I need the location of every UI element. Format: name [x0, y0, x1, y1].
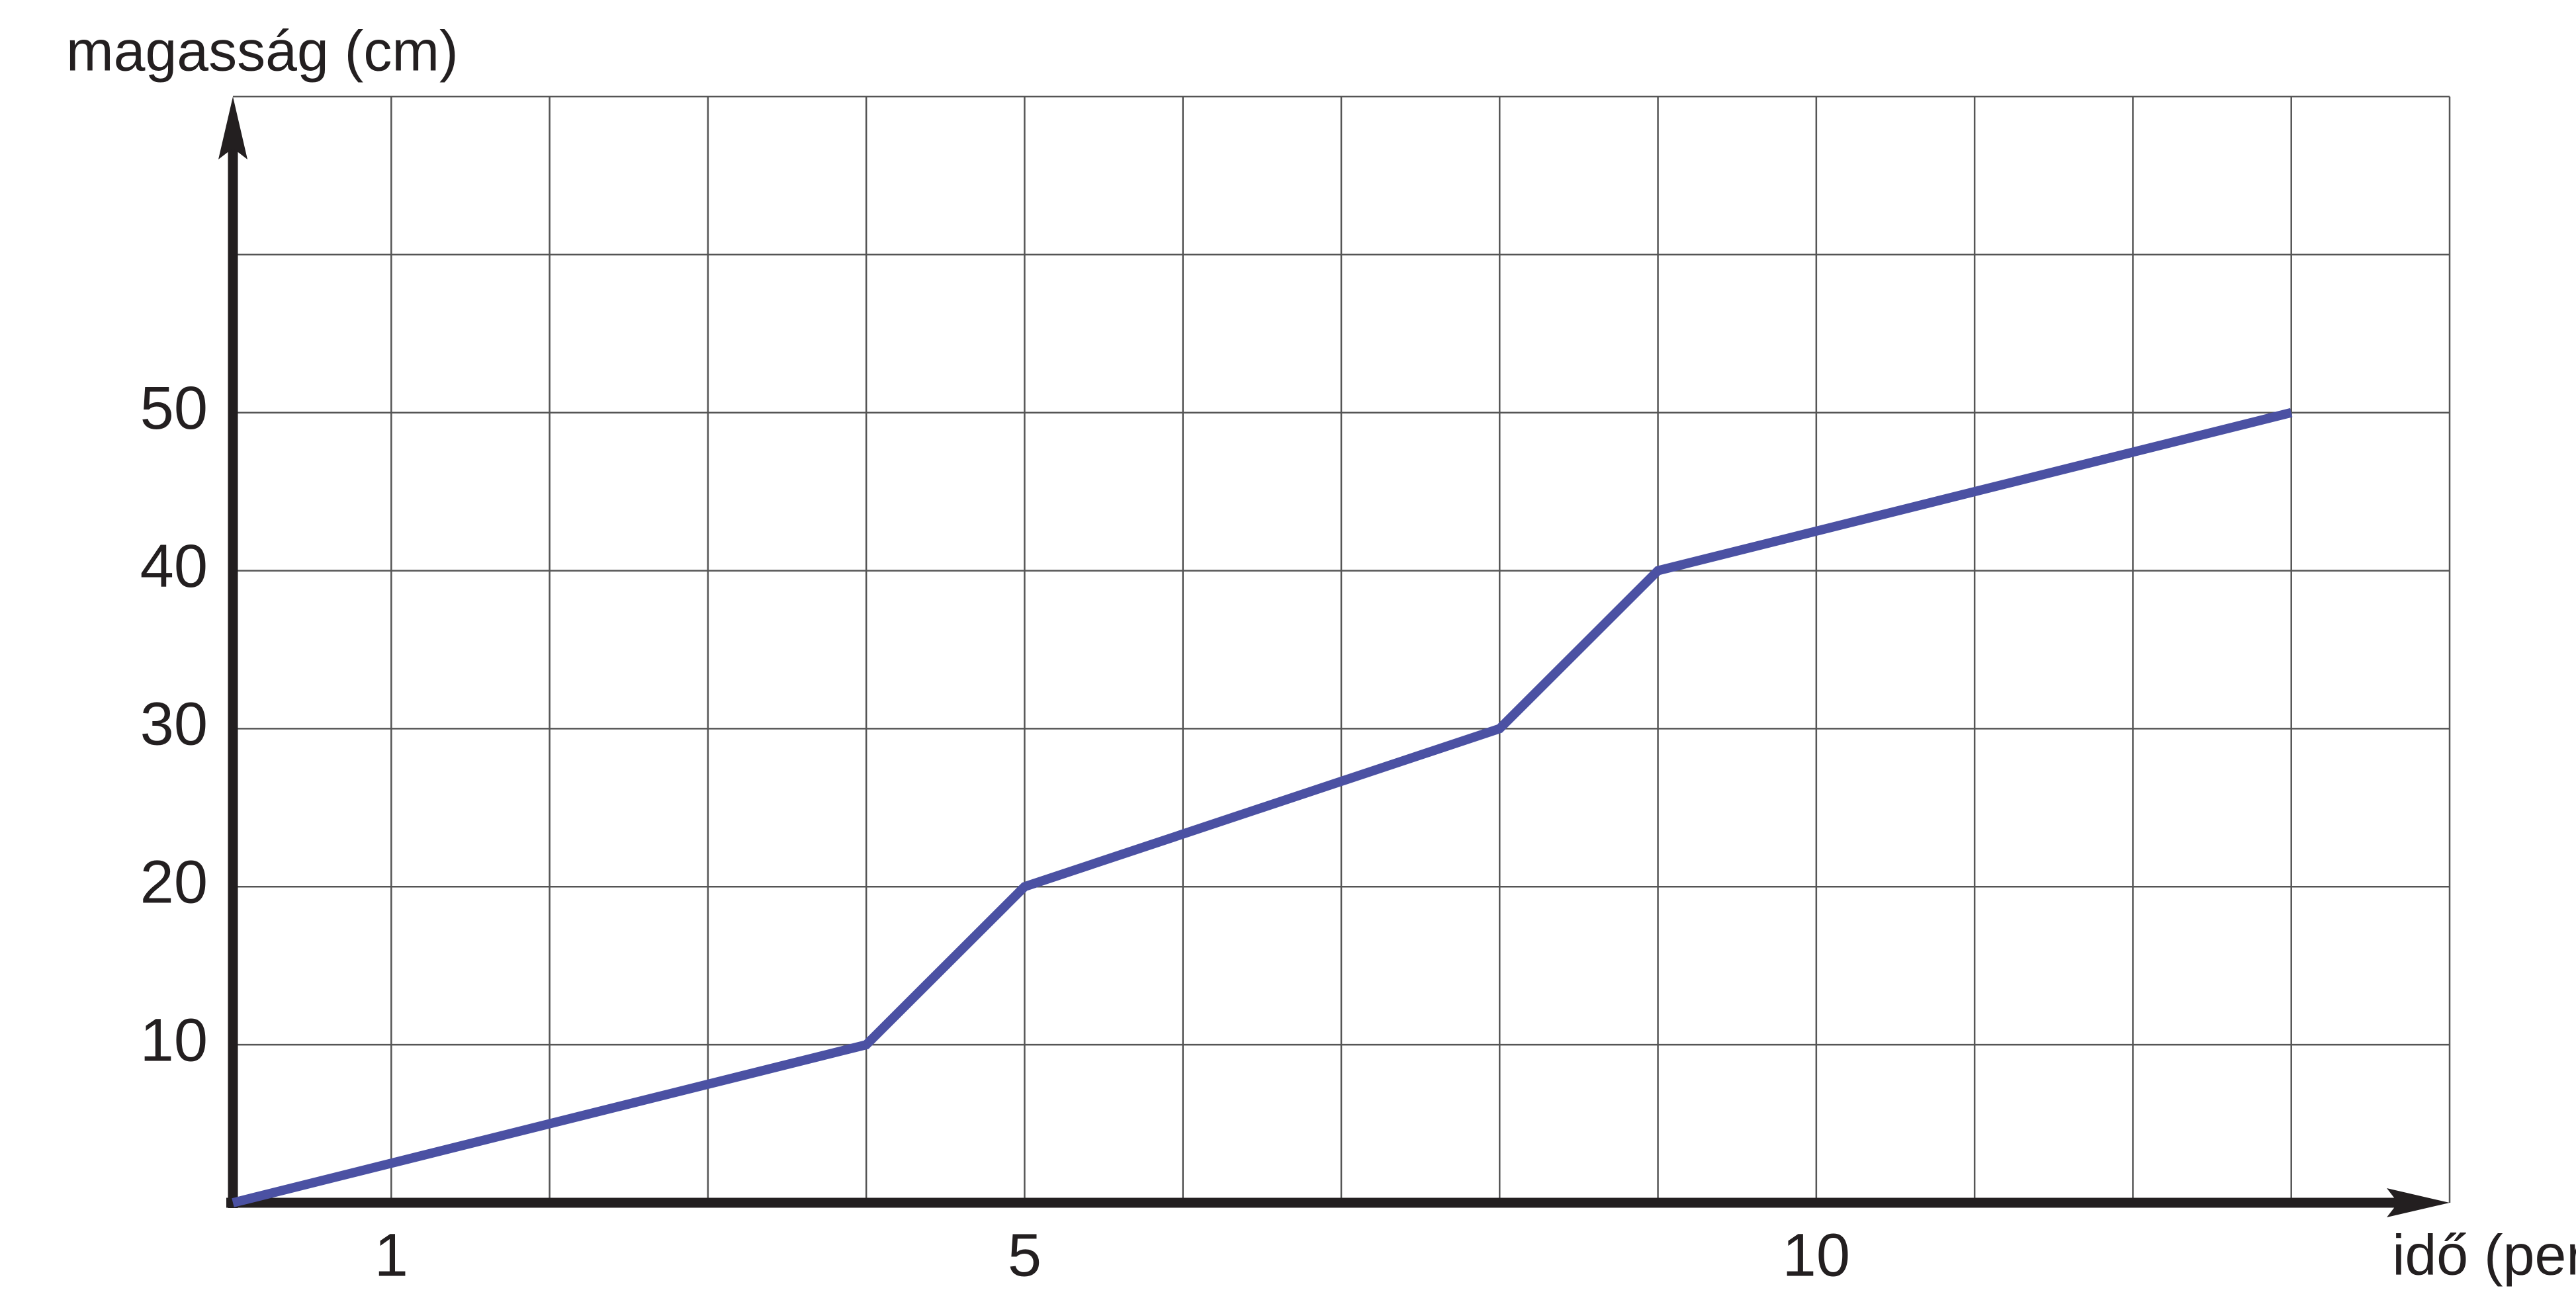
y-tick-label: 40	[140, 533, 208, 600]
y-axis-arrow	[218, 97, 247, 159]
x-tick-label: 1	[375, 1221, 408, 1289]
y-tick-label: 50	[140, 374, 208, 442]
y-tick-label: 30	[140, 691, 208, 758]
x-tick-label: 10	[1783, 1221, 1850, 1289]
x-axis-arrow	[2387, 1188, 2450, 1217]
y-axis-label: magasság (cm)	[66, 20, 459, 83]
x-tick-label: 5	[1008, 1221, 1042, 1289]
y-tick-label: 20	[140, 849, 208, 916]
data-line	[232, 408, 2293, 1207]
x-axis-label: idő (perc)	[2392, 1224, 2576, 1287]
y-tick-label: 10	[140, 1006, 208, 1074]
